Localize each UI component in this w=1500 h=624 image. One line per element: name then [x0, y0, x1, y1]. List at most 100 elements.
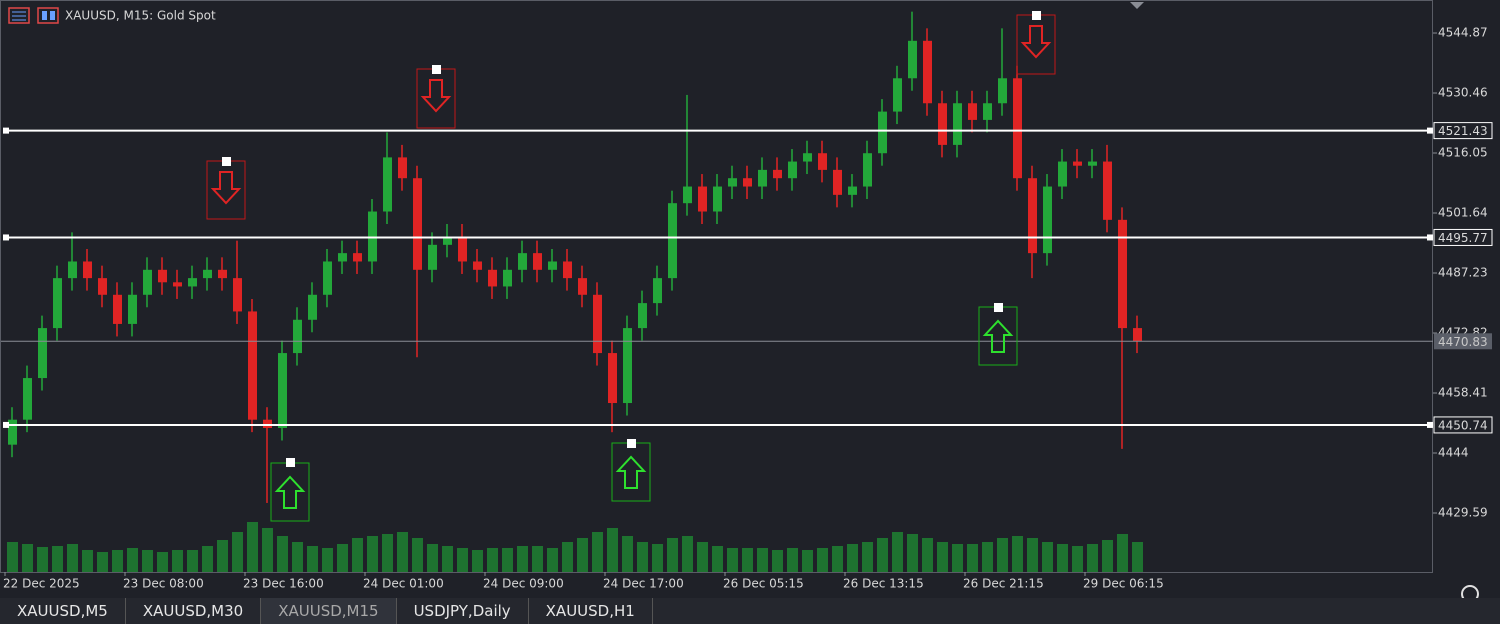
- candle-body: [428, 244, 437, 270]
- volume-bar: [82, 550, 93, 572]
- candle-body: [113, 294, 122, 324]
- background: [0, 0, 1500, 598]
- volume-bar: [622, 536, 633, 572]
- candle-body: [923, 40, 932, 104]
- volume-bar: [457, 548, 468, 572]
- volume-bar: [727, 548, 738, 572]
- volume-bar: [277, 536, 288, 572]
- candle-body: [893, 78, 902, 112]
- chart: XAUUSD, M15: Gold Spot 4544.87 4530.46 451…: [0, 0, 1500, 598]
- tab[interactable]: XAUUSD,M5: [0, 598, 126, 624]
- tab[interactable]: XAUUSD,M15: [261, 598, 397, 624]
- tab[interactable]: USDJPY,Daily: [397, 598, 529, 624]
- x-tick-label: 24 Dec 01:00: [363, 577, 444, 591]
- volume-bar: [217, 540, 228, 572]
- candle-body: [158, 269, 167, 283]
- x-tick-label: 24 Dec 09:00: [483, 577, 564, 591]
- candle-body: [23, 378, 32, 420]
- candle-body: [968, 103, 977, 120]
- candle-body: [1058, 161, 1067, 187]
- volume-bar: [52, 546, 63, 572]
- zoom-icon[interactable]: [1461, 585, 1484, 598]
- volume-bar: [532, 546, 543, 572]
- level-handle: [1427, 234, 1433, 241]
- volume-bar: [1087, 544, 1098, 572]
- chart-title: XAUUSD, M15: Gold Spot: [65, 9, 216, 23]
- candle-body: [758, 169, 767, 187]
- volume-bar: [787, 548, 798, 572]
- volume-bar: [517, 546, 528, 572]
- x-tick-label: 22 Dec 2025: [3, 577, 80, 591]
- candle-body: [398, 157, 407, 179]
- candle-body: [173, 282, 182, 287]
- volume-bar: [142, 550, 153, 572]
- level-label-box: [1433, 228, 1493, 246]
- candle-body: [1118, 219, 1127, 329]
- volume-bar: [832, 546, 843, 572]
- volume-bar: [472, 550, 483, 572]
- candle-body: [938, 103, 947, 145]
- candle-body: [488, 269, 497, 287]
- volume-bar: [742, 548, 753, 572]
- volume-bar: [322, 548, 333, 572]
- volume-bar: [202, 546, 213, 572]
- x-tick-label: 26 Dec 13:15: [843, 577, 924, 591]
- candle-body: [188, 278, 197, 287]
- last-price-box: [1434, 333, 1492, 350]
- candle-body: [128, 294, 137, 324]
- volume-bar: [877, 538, 888, 572]
- volume-bar: [187, 550, 198, 572]
- volume-bar: [1042, 542, 1053, 572]
- candle-body: [953, 103, 962, 145]
- candle-body: [458, 236, 467, 262]
- candle-body: [563, 261, 572, 279]
- candle-body: [593, 294, 602, 354]
- tab[interactable]: XAUUSD,H1: [529, 598, 653, 624]
- x-tick-label: 26 Dec 21:15: [963, 577, 1044, 591]
- volume-bar: [982, 542, 993, 572]
- candle-body: [1013, 78, 1022, 179]
- candle-body: [518, 253, 527, 270]
- volume-bar: [967, 544, 978, 572]
- candle-body: [683, 186, 692, 204]
- y-tick-label: 4444: [1438, 446, 1469, 460]
- candle-body: [323, 261, 332, 295]
- level-label-box: [1433, 416, 1493, 434]
- level-label: 4495.77: [1438, 231, 1488, 245]
- candle-body: [1043, 186, 1052, 254]
- volume-bar: [892, 532, 903, 572]
- candle-body: [548, 261, 557, 270]
- candle-body: [1028, 178, 1037, 254]
- y-tick-label: 4516.05: [1438, 146, 1488, 160]
- volume-bar: [1102, 540, 1113, 572]
- x-tick-label: 29 Dec 06:15: [1083, 577, 1164, 591]
- last-price-label: 4470.83: [1438, 335, 1488, 349]
- candle-body: [788, 161, 797, 179]
- volume-bar: [712, 546, 723, 572]
- volume-bar: [937, 542, 948, 572]
- volume-bar: [412, 538, 423, 572]
- candle-body: [8, 419, 17, 445]
- level-handle: [3, 127, 9, 134]
- candle-body: [533, 253, 542, 270]
- tab[interactable]: XAUUSD,M30: [126, 598, 262, 624]
- candle-body: [53, 278, 62, 329]
- volume-bar: [292, 542, 303, 572]
- volume-bar: [22, 544, 33, 572]
- volume-bar: [907, 534, 918, 572]
- candle-body: [743, 178, 752, 187]
- volume-bar: [862, 542, 873, 572]
- candle-body: [1088, 161, 1097, 166]
- candle-body: [383, 157, 392, 212]
- plot-frame: [0, 0, 1433, 573]
- volume-bar: [232, 532, 243, 572]
- volume-bar: [112, 550, 123, 572]
- candle-body: [653, 278, 662, 304]
- candle-body: [773, 169, 782, 179]
- candle-body: [878, 111, 887, 154]
- candle-body: [338, 253, 347, 262]
- candle-body: [443, 236, 452, 245]
- candle-body: [728, 178, 737, 187]
- volume-bar: [172, 550, 183, 572]
